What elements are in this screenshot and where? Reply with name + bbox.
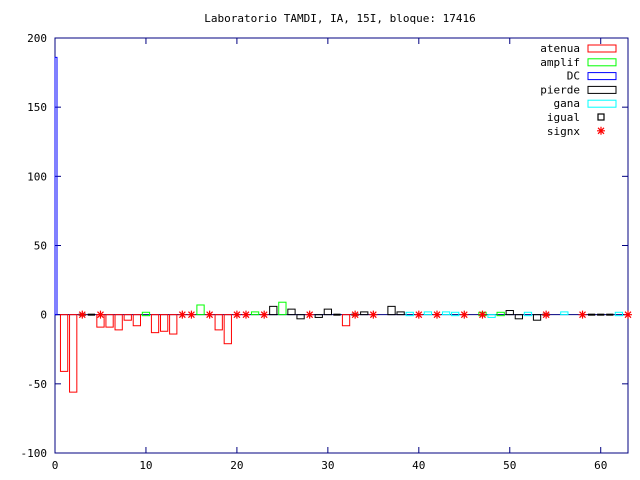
- legend-swatch-igual: [597, 113, 605, 121]
- gana-bar: [487, 314, 496, 318]
- y-tick-label: 100: [27, 170, 47, 183]
- series-dc: [54, 56, 58, 316]
- signx-mark: [260, 310, 269, 319]
- amplif-bar: [196, 304, 205, 316]
- gana-bar: [523, 311, 533, 317]
- atenua-bar: [341, 314, 351, 327]
- gana-bar: [451, 311, 460, 317]
- legend-swatch-signx: [597, 126, 605, 135]
- series-signx: [78, 310, 632, 319]
- signx-mark: [242, 310, 250, 319]
- atenua-bar: [59, 314, 69, 372]
- signx-mark: [460, 310, 469, 319]
- y-tick-label: 200: [27, 32, 47, 45]
- signx-mark: [414, 310, 423, 319]
- signx-mark: [624, 310, 632, 319]
- dc-bar: [54, 56, 58, 316]
- atenua-bar: [105, 314, 114, 328]
- y-tick-label: 50: [34, 240, 47, 253]
- amplif-bar: [250, 311, 260, 316]
- legend-label-pierde: pierde: [540, 83, 580, 96]
- tick-labels: -100 -50 0 50 100 150 200 0 10 20 30 40 50 60: [21, 32, 608, 472]
- signx-mark: [369, 310, 378, 319]
- legend-swatch-pierde: [587, 85, 617, 94]
- pierde-bar: [387, 305, 396, 316]
- series-gana: [405, 311, 624, 318]
- amplif-bar: [278, 301, 287, 316]
- signx-mark: [305, 310, 314, 319]
- signx-mark: [578, 310, 587, 319]
- x-tick-label: 50: [503, 459, 516, 472]
- gana-bar: [441, 311, 451, 316]
- signx-mark: [232, 310, 241, 319]
- x-tick-label: 30: [321, 459, 334, 472]
- atenua-bar: [169, 314, 178, 335]
- x-tick-label: 0: [52, 459, 59, 472]
- pierde-bar: [360, 311, 369, 316]
- y-tick-label: 150: [27, 101, 47, 114]
- series-atenua: [59, 314, 351, 393]
- legend-label-atenua: atenua: [540, 42, 580, 55]
- legend-label-gana: gana: [554, 97, 581, 110]
- gana-bar: [560, 311, 569, 316]
- signx-mark: [78, 310, 87, 319]
- atenua-bar: [114, 314, 123, 331]
- data-marks: [54, 56, 632, 393]
- pierde-bar: [396, 311, 405, 316]
- pierde-bar: [287, 308, 296, 316]
- atenua-bar: [214, 314, 223, 331]
- y-tick-label: -100: [21, 447, 48, 460]
- x-tick-label: 40: [412, 459, 425, 472]
- plot-frame: [54, 37, 629, 454]
- atenua-bar: [223, 314, 232, 345]
- pierde-bar: [323, 308, 332, 316]
- atenua-bar: [160, 314, 169, 332]
- chart-title: Laboratorio TAMDI, IA, 15I, bloque: 1741…: [204, 12, 476, 25]
- gana-bar: [405, 311, 414, 317]
- legend-swatch-gana: [587, 99, 617, 108]
- x-tick-label: 60: [594, 459, 607, 472]
- legend-swatch-amplif: [587, 58, 617, 67]
- signx-mark: [542, 310, 551, 319]
- signx-mark: [187, 310, 196, 319]
- atenua-bar: [123, 314, 132, 321]
- pierde-bar: [532, 314, 542, 321]
- atenua-bar: [150, 314, 160, 334]
- series-pierde: [269, 305, 542, 321]
- signx-mark: [205, 310, 214, 319]
- legend-label-dc: DC: [567, 70, 580, 83]
- legend-label-igual: igual: [547, 111, 580, 124]
- legend-swatch-dc: [587, 72, 617, 81]
- atenua-bar: [69, 314, 78, 393]
- signx-mark: [351, 310, 360, 319]
- amplif-bar: [141, 311, 151, 317]
- pierde-bar: [269, 305, 278, 316]
- y-tick-label: -50: [27, 378, 47, 391]
- x-tick-label: 10: [139, 459, 152, 472]
- pierde-bar: [314, 314, 323, 318]
- legend-label-signx: signx: [547, 125, 580, 138]
- gana-bar: [423, 311, 433, 316]
- legend-label-amplif: amplif: [540, 56, 580, 69]
- pierde-bar: [514, 314, 523, 320]
- signx-mark: [178, 310, 187, 319]
- y-tick-label: 0: [40, 309, 47, 322]
- x-tick-label: 20: [230, 459, 243, 472]
- gana-bar: [614, 311, 624, 317]
- axes: [54, 37, 629, 454]
- signx-mark: [478, 310, 487, 319]
- signx-mark: [433, 310, 441, 319]
- legend-swatch-atenua: [587, 44, 617, 53]
- atenua-bar: [132, 314, 141, 327]
- pierde-bar: [505, 310, 514, 316]
- signx-mark: [96, 310, 105, 319]
- amplif-bar: [496, 311, 505, 317]
- pierde-bar: [296, 314, 305, 320]
